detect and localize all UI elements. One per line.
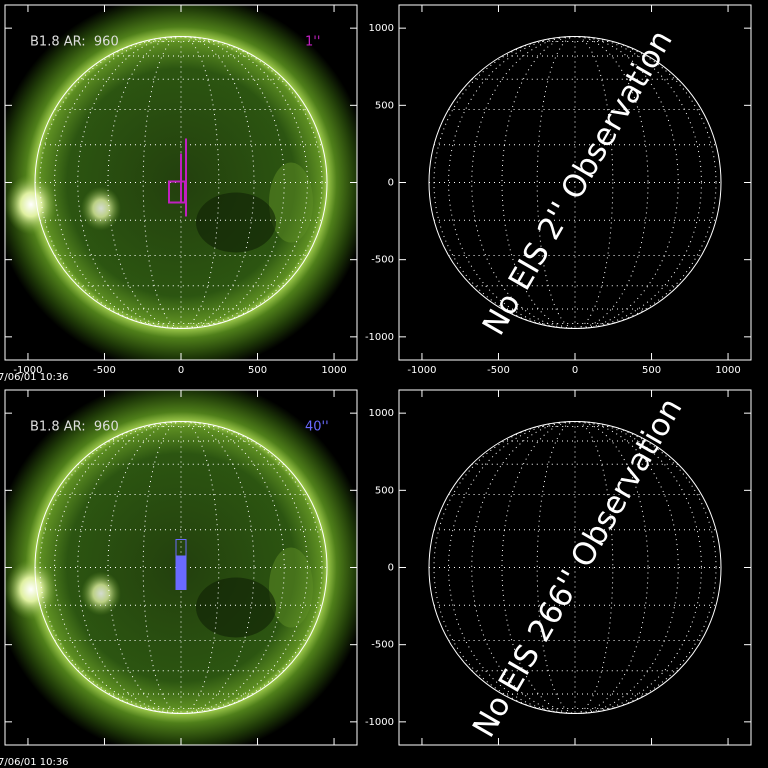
y-tick-label: -500 [371,255,394,266]
x-tick-label: 0 [572,365,578,376]
meridian [536,421,614,714]
meridian [471,36,679,329]
raster-fill [176,555,186,590]
panel: No EIS 266'' Observation-1000-5000500100… [365,389,752,746]
y-tick-label: 500 [375,100,394,111]
panel: B1.8 AR: 960 1'' -1000 -500 0 500 1000 [4,4,358,376]
meridian [54,421,308,714]
panel-title: B1.8 AR: 960 [30,420,119,435]
x-tick-label: 500 [248,365,267,376]
panel: B1.8 AR: 960 40'' [4,389,358,746]
meridian [54,36,308,329]
dark-region [196,192,276,253]
x-tick-label: -1000 [13,365,42,376]
bright-region [81,186,121,231]
timestamp: 7/06/01 10:36 [0,372,69,383]
y-tick-label: 1000 [369,23,394,34]
y-tick-label: 1000 [369,408,394,419]
bright-region [5,174,57,235]
meridian [77,421,285,714]
dark-region [196,577,276,638]
bright-region [81,571,121,616]
x-tick-label: 1000 [321,365,346,376]
y-tick-label: -1000 [365,332,394,343]
x-tick-label: 500 [642,365,661,376]
meridian [433,421,717,714]
meridian [142,36,220,329]
x-tick-label: 1000 [715,365,740,376]
scale-label: 40'' [305,420,329,435]
y-tick-label: 500 [375,485,394,496]
x-tick-label: -500 [93,365,116,376]
bright-region [5,559,57,620]
meridian [77,36,285,329]
meridian [448,421,702,714]
y-tick-label: 0 [388,178,394,189]
timestamp: 7/06/01 10:36 [0,757,69,768]
y-tick-label: -1000 [365,717,394,728]
meridian [471,421,679,714]
y-tick-label: 0 [388,563,394,574]
meridian [433,36,717,329]
x-tick-label: -500 [487,365,510,376]
y-tick-label: -500 [371,640,394,651]
meridian [142,421,220,714]
x-tick-label: -1000 [407,365,436,376]
panel-title: B1.8 AR: 960 [30,35,119,50]
panel: No EIS 2'' Observation-1000 -500 0 500 1000-… [365,4,752,376]
meridian [39,421,323,714]
meridian [39,36,323,329]
scale-label: 1'' [305,35,320,50]
meridian [448,36,702,329]
x-tick-label: 0 [178,365,184,376]
meridian [536,36,614,329]
